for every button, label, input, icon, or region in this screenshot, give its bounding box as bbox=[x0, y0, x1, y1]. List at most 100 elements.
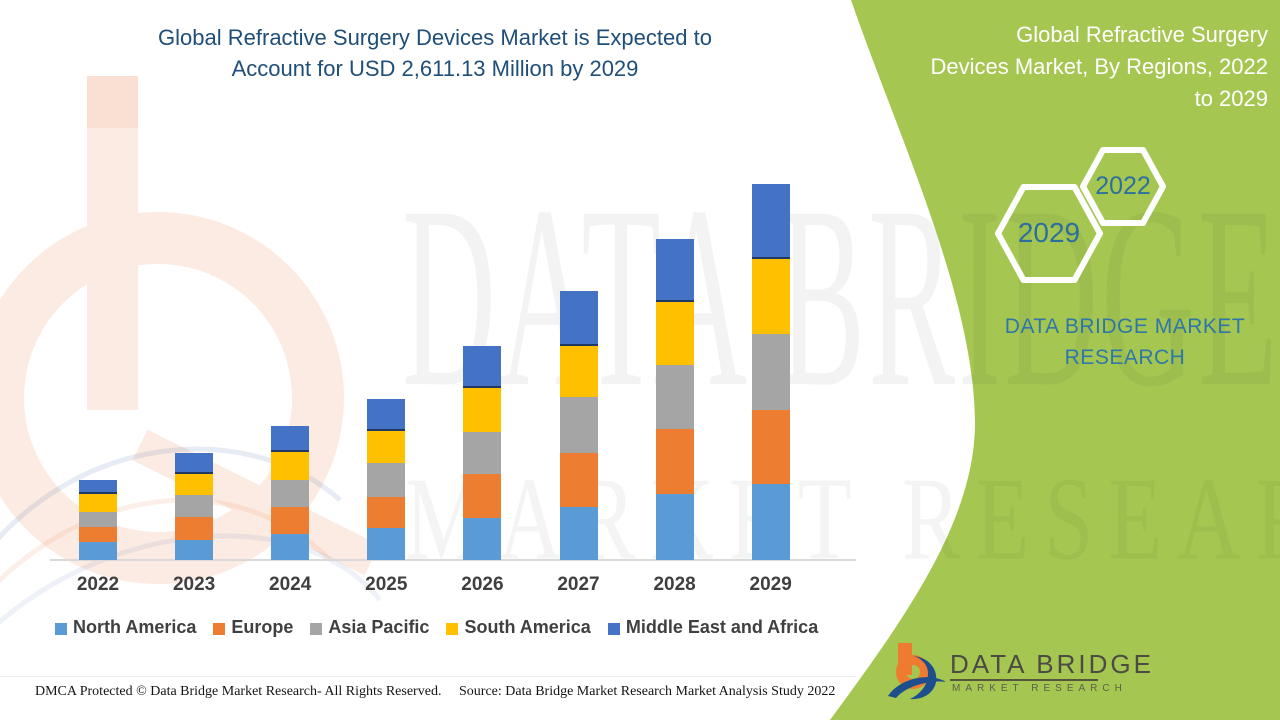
bar-segment-north-america-2022 bbox=[79, 541, 117, 560]
bar-2028 bbox=[655, 239, 694, 560]
legend-item-north-america: North America bbox=[55, 617, 196, 638]
bar-segment-europe-2025 bbox=[367, 497, 406, 528]
x-axis-label-2025: 2025 bbox=[365, 574, 408, 595]
bar-segment-middle-east-and-africa-2028 bbox=[655, 239, 694, 303]
hexagon-label-2029: 2029 bbox=[1017, 217, 1081, 248]
legend-label: Asia Pacific bbox=[328, 617, 430, 637]
x-axis-label-2027: 2027 bbox=[557, 574, 600, 595]
bar-segment-south-america-2024 bbox=[271, 451, 310, 480]
x-axis-label-2023: 2023 bbox=[172, 574, 216, 595]
chart-legend: North America Europe Asia Pacific South Ame… bbox=[55, 617, 818, 638]
bar-segment-asia-pacific-2026 bbox=[463, 431, 502, 474]
legend-item-middle-east-and-africa: Middle East and Africa bbox=[607, 617, 819, 638]
bar-segment-south-america-2023 bbox=[175, 474, 214, 496]
bar-2023 bbox=[175, 453, 214, 560]
chart-title: Global Refractive Surgery Devices Market… bbox=[55, 22, 815, 84]
right-panel-heading: Global Refractive Surgery Devices Market… bbox=[868, 19, 1269, 115]
chart-title-line2: Account for USD 2,611.13 Million by 2029 bbox=[231, 56, 639, 81]
bar-2024 bbox=[271, 425, 310, 560]
bar-segment-middle-east-and-africa-2025 bbox=[367, 399, 406, 432]
watermark-data-bridge: DATA BRIDGE bbox=[402, 154, 1280, 442]
bar-segment-europe-2024 bbox=[271, 506, 310, 534]
bar-segment-europe-2028 bbox=[655, 429, 694, 494]
legend-item-asia-pacific: Asia Pacific bbox=[310, 617, 429, 638]
x-axis-line bbox=[50, 559, 856, 561]
bar-2025 bbox=[367, 399, 406, 560]
legend-label: South America bbox=[464, 617, 591, 637]
bar-segment-middle-east-and-africa-2024 bbox=[271, 425, 310, 452]
bar-2029 bbox=[751, 183, 790, 560]
x-axis-label-2024: 2024 bbox=[269, 574, 312, 595]
bar-segment-europe-2022 bbox=[79, 527, 117, 542]
legend-label: Middle East and Africa bbox=[625, 617, 819, 637]
bar-segment-south-america-2025 bbox=[367, 431, 406, 464]
legend-swatch-icon bbox=[310, 622, 323, 635]
bar-segment-europe-2026 bbox=[463, 473, 502, 518]
bar-segment-south-america-2027 bbox=[559, 346, 598, 397]
legend-item-south-america: South America bbox=[446, 617, 591, 638]
legend-label: North America bbox=[73, 617, 197, 637]
legend-label: Europe bbox=[231, 617, 294, 637]
bar-segment-south-america-2029 bbox=[751, 258, 790, 334]
bar-segment-asia-pacific-2023 bbox=[175, 495, 214, 518]
bar-segment-north-america-2027 bbox=[559, 506, 598, 560]
bar-segment-europe-2027 bbox=[559, 452, 598, 507]
dbmr-logo-icon bbox=[888, 643, 946, 700]
bar-2026 bbox=[463, 345, 502, 560]
hexagon-2022-icon bbox=[1080, 147, 1166, 226]
right-heading-line2: Devices Market, By Regions, 2022 bbox=[930, 54, 1269, 79]
x-axis-label-2029: 2029 bbox=[749, 574, 792, 595]
brand-text: DATA BRIDGE MARKET RESEARCH bbox=[995, 311, 1255, 373]
bar-segment-north-america-2026 bbox=[463, 517, 502, 560]
bar-segment-middle-east-and-africa-2022 bbox=[79, 480, 117, 495]
bar-segment-north-america-2024 bbox=[271, 533, 310, 560]
legend-swatch-icon bbox=[607, 622, 620, 635]
bar-segment-asia-pacific-2027 bbox=[559, 396, 598, 453]
bar-segment-middle-east-and-africa-2027 bbox=[559, 291, 598, 346]
bar-2022 bbox=[79, 480, 117, 560]
legend-swatch-icon bbox=[446, 622, 459, 635]
bar-segment-asia-pacific-2029 bbox=[751, 333, 790, 410]
green-side-panel bbox=[830, 0, 1280, 720]
bar-segment-middle-east-and-africa-2029 bbox=[751, 183, 790, 259]
legend-item-europe: Europe bbox=[213, 617, 293, 638]
footer-dmca-text: DMCA Protected © Data Bridge Market Rese… bbox=[35, 684, 442, 699]
bar-segment-south-america-2026 bbox=[463, 387, 502, 432]
bar-segment-asia-pacific-2025 bbox=[367, 463, 406, 498]
bar-2027 bbox=[559, 291, 598, 560]
peach-b-watermark bbox=[0, 76, 380, 584]
logo-wordmark: DATA BRIDGE bbox=[950, 649, 1154, 679]
bar-segment-north-america-2029 bbox=[751, 483, 790, 560]
right-heading-line3: to 2029 bbox=[1194, 86, 1268, 111]
hexagon-label-2022: 2022 bbox=[1095, 172, 1151, 200]
brand-text-line1: DATA BRIDGE MARKET bbox=[1004, 315, 1246, 338]
right-heading-line1: Global Refractive Surgery bbox=[1016, 22, 1268, 47]
bar-segment-europe-2029 bbox=[751, 409, 790, 484]
bar-segment-middle-east-and-africa-2023 bbox=[175, 453, 214, 475]
hexagon-2029-icon bbox=[995, 184, 1103, 283]
footer-source-text: Source: Data Bridge Market Research Mark… bbox=[459, 684, 836, 699]
bar-segment-asia-pacific-2028 bbox=[655, 365, 694, 430]
bar-segment-asia-pacific-2022 bbox=[79, 512, 117, 527]
chart-title-line1: Global Refractive Surgery Devices Market… bbox=[158, 25, 712, 50]
watermark-market-research: MARKET RESEARCH bbox=[405, 454, 1280, 586]
bar-segment-south-america-2022 bbox=[79, 494, 117, 513]
bar-segment-north-america-2023 bbox=[175, 539, 214, 560]
bar-segment-middle-east-and-africa-2026 bbox=[463, 345, 502, 388]
bar-segment-north-america-2025 bbox=[367, 527, 406, 560]
logo-subtext: MARKET RESEARCH bbox=[952, 683, 1127, 694]
logo-underline bbox=[950, 679, 1098, 681]
bar-segment-europe-2023 bbox=[175, 517, 214, 540]
bar-segment-south-america-2028 bbox=[655, 302, 694, 366]
brand-text-line2: RESEARCH bbox=[1064, 346, 1186, 369]
legend-swatch-icon bbox=[55, 622, 67, 635]
x-axis-label-2028: 2028 bbox=[653, 574, 696, 595]
bar-segment-asia-pacific-2024 bbox=[271, 479, 310, 507]
legend-swatch-icon bbox=[213, 622, 226, 635]
footer-divider bbox=[0, 676, 856, 677]
x-axis-label-2022: 2022 bbox=[76, 574, 120, 595]
x-axis-label-2026: 2026 bbox=[461, 574, 504, 595]
